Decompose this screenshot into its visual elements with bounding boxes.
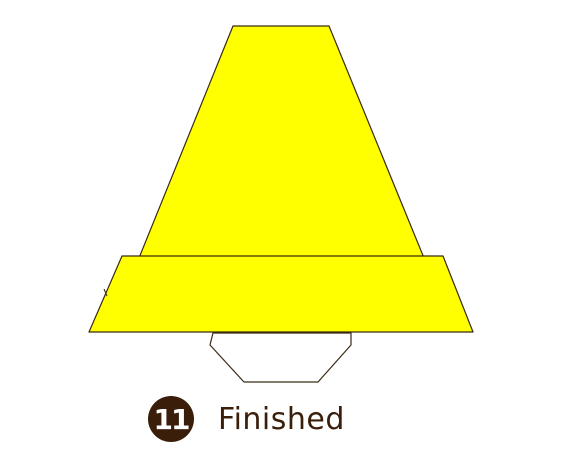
fold-tick-mark	[103, 288, 108, 297]
step-caption: Finished	[218, 401, 345, 437]
step-label: 11 Finished	[148, 396, 345, 442]
bell-clapper-hexagon	[209, 332, 352, 383]
bell-rim-band	[88, 255, 474, 333]
step-number-badge: 11	[148, 396, 194, 442]
bell-body-upper	[138, 25, 425, 259]
